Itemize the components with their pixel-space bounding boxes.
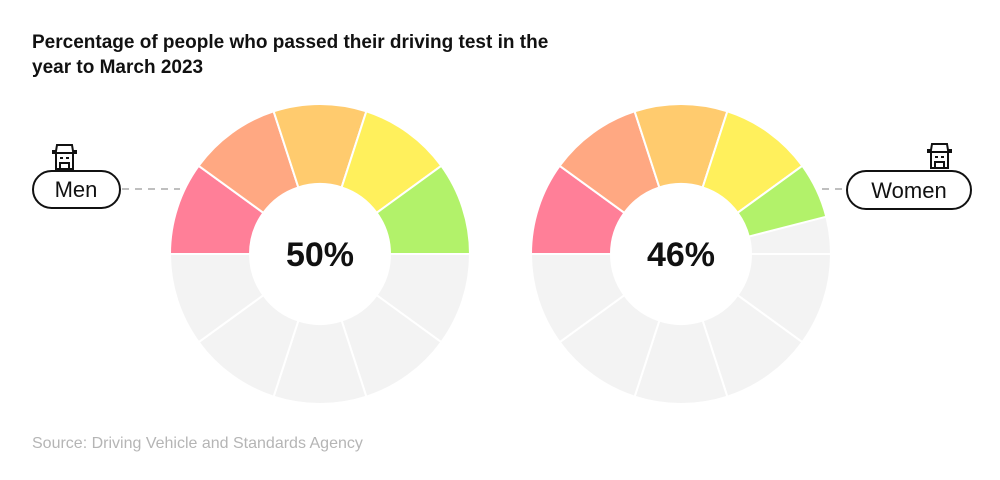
person-with-hat-icon — [52, 144, 77, 170]
gauge-women — [529, 103, 833, 405]
women-label-pill — [846, 170, 972, 210]
gauge-segment-empty — [168, 253, 265, 344]
chart-title: Percentage of people who passed their dr… — [32, 32, 549, 78]
women-percentage-label: 46% — [647, 236, 715, 274]
men-label: Men — [55, 177, 98, 202]
men-percentage-label: 50% — [286, 236, 354, 274]
gauge-men — [168, 103, 472, 405]
source-note: Source: Driving Vehicle and Standards Ag… — [32, 435, 363, 452]
men-label-pill — [32, 170, 121, 209]
person-with-hat-icon — [927, 143, 952, 169]
women-label: Women — [871, 178, 946, 203]
gauge-segment-empty — [529, 253, 626, 344]
gauge-segment-filled — [736, 164, 828, 238]
